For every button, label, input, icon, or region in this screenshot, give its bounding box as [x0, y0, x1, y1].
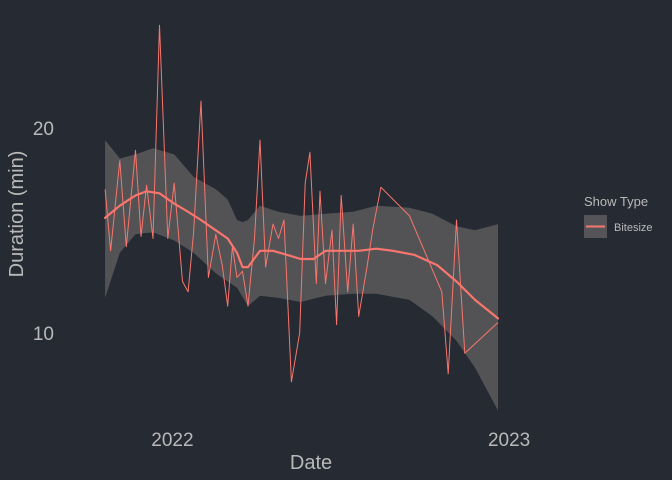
legend-title: Show Type — [584, 194, 648, 209]
legend-label-bitesize: Bitesize — [614, 222, 653, 234]
x-axis-ticks: 2022 2023 — [151, 430, 530, 451]
series-line-bitesize — [104, 24, 499, 383]
x-tick-label-2022: 2022 — [151, 430, 193, 451]
y-tick-label-20: 20 — [33, 119, 54, 140]
x-axis-title: Date — [290, 452, 332, 474]
y-axis-ticks: 10 20 — [33, 119, 54, 345]
y-axis-title: Duration (min) — [6, 151, 28, 278]
x-tick-label-2023: 2023 — [488, 430, 530, 451]
series-line-layer — [104, 24, 499, 383]
trend-line-bitesize — [103, 190, 500, 320]
legend: Show Type Bitesize — [584, 194, 653, 238]
y-tick-label-10: 10 — [33, 324, 54, 345]
trend-line-layer — [103, 190, 500, 320]
